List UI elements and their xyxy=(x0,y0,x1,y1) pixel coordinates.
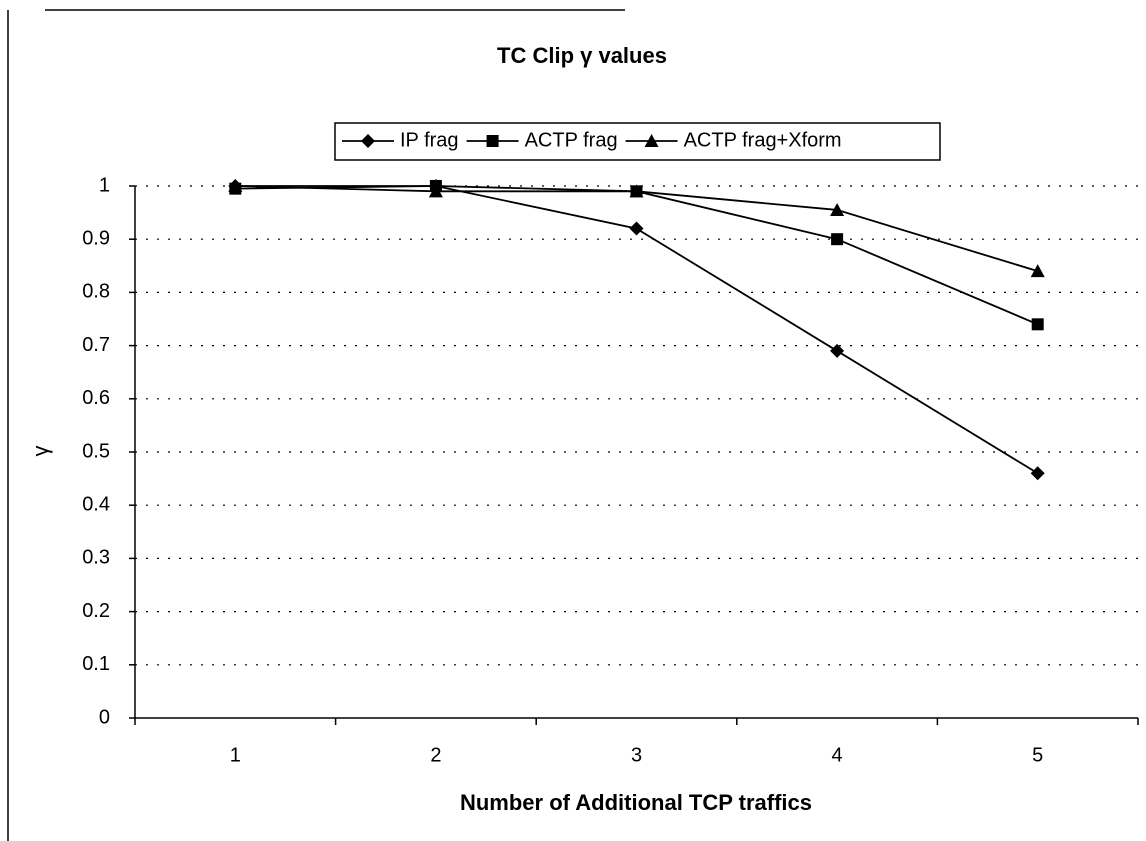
marker xyxy=(629,184,644,198)
y-tick-label: 0.5 xyxy=(82,440,110,462)
y-axis-label: γ xyxy=(28,446,53,457)
y-tick-label: 0.2 xyxy=(82,600,110,622)
marker xyxy=(1030,466,1045,481)
y-tick-label: 0.7 xyxy=(82,334,110,356)
series-line xyxy=(235,185,1039,326)
x-tick-label: 5 xyxy=(1032,744,1043,766)
legend-label: IP frag xyxy=(400,129,459,151)
chart-title: TC Clip γ values xyxy=(497,43,667,68)
marker xyxy=(228,179,243,192)
marker xyxy=(428,184,443,198)
y-tick-label: 0 xyxy=(99,706,110,728)
x-tick-label: 2 xyxy=(430,744,441,766)
marker xyxy=(629,221,644,236)
legend-marker xyxy=(486,135,499,147)
x-tick-label: 3 xyxy=(631,744,642,766)
marker xyxy=(1030,264,1045,278)
x-tick-label: 4 xyxy=(832,744,843,766)
legend-label: ACTP frag xyxy=(525,129,618,151)
legend-marker xyxy=(361,134,375,148)
legend-label: ACTP frag+Xform xyxy=(684,129,842,151)
marker xyxy=(831,233,844,246)
y-tick-label: 0.8 xyxy=(82,281,110,303)
marker xyxy=(1031,318,1044,331)
x-tick-label: 1 xyxy=(230,744,241,766)
y-tick-label: 0.3 xyxy=(82,547,110,569)
y-tick-label: 0.1 xyxy=(82,653,110,675)
legend-marker xyxy=(644,134,659,147)
y-tick-label: 0.9 xyxy=(82,227,110,249)
marker xyxy=(830,202,845,216)
y-tick-label: 0.4 xyxy=(82,493,110,515)
y-tick-label: 1 xyxy=(99,174,110,196)
marker xyxy=(830,343,845,358)
y-tick-label: 0.6 xyxy=(82,387,110,409)
x-axis-label: Number of Additional TCP traffics xyxy=(460,790,812,815)
legend-box xyxy=(334,122,941,161)
